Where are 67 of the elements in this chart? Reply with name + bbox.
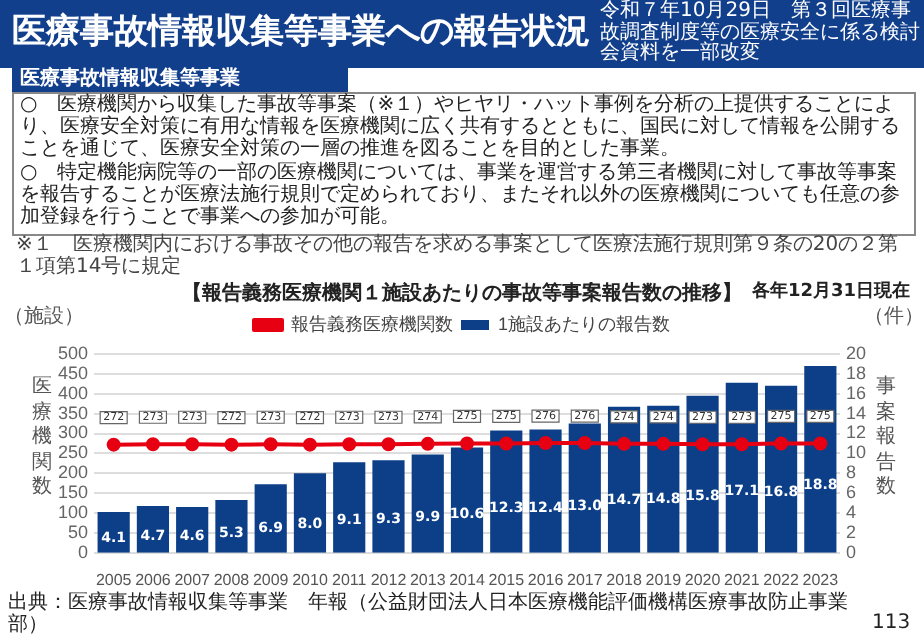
text: （件）	[864, 306, 924, 329]
x-tick-label: 2015	[488, 570, 526, 589]
x-tick-label: 2007	[174, 570, 212, 589]
source-note: 出典：医療事故情報収集等事業 年報（公益財団法人日本医療機能評価機構医療事故防止事業部）	[8, 592, 848, 636]
text: （施設）	[4, 306, 84, 329]
bar	[529, 429, 562, 553]
bar	[450, 447, 484, 553]
text: ○ 特定機能病院等の一部の医療機関については、事業を運営する第三者機関に対して事故等事案を報告することが医療法施行規則で定められており、またそれ以外の医療機関についても任意の参加登録を行うことで事業への参加が可能。	[20, 162, 902, 228]
y-tick-label: 0	[78, 541, 89, 562]
x-tick-label: 2009	[252, 570, 290, 589]
y2-tick-label: 0	[845, 541, 857, 562]
text: 医療事故情報収集等事業	[12, 68, 348, 91]
legend-label: 1施設あたりの報告数	[497, 313, 671, 334]
y-tick-label: 50	[68, 521, 89, 542]
legend-label: 報告義務医療機関数	[290, 313, 453, 334]
y2-tick-label: 8	[845, 462, 857, 483]
y-tick-label: 500	[57, 342, 89, 363]
x-tick-label: 2013	[409, 570, 447, 589]
y2-tick-label: 10	[845, 442, 867, 463]
bar	[215, 500, 248, 553]
x-tick-label: 2011	[332, 570, 368, 589]
y-tick-label: 150	[57, 482, 89, 503]
y-tick-label: 350	[57, 402, 89, 423]
x-tick-label: 2023	[802, 570, 840, 589]
x-tick-label: 2022	[763, 570, 800, 589]
bar	[293, 473, 327, 553]
y-tick-label: 450	[57, 362, 89, 383]
y2-tick-label: 12	[845, 422, 867, 443]
y2-tick-label: 14	[845, 402, 867, 423]
y2-tick-label: 18	[845, 362, 867, 383]
y-tick-label: 100	[57, 502, 89, 523]
text: 113	[872, 612, 913, 635]
bar	[490, 430, 523, 553]
y-tick-label: 200	[57, 462, 89, 483]
bar	[804, 365, 837, 553]
y-axis-title: 医療機関数	[32, 376, 54, 501]
text: ○ 医療機関から収集した事故等事案（※１）やヒヤリ・ハット事例を分析の上提供することにより、医療安全対策に有用な情報を医療機関に広く共有するとともに、国民に対して情報を公開することを通じて、医療安全対策の一層の推進を図ることを目的とした事業。	[20, 94, 902, 160]
x-tick-label: 2010	[292, 570, 329, 589]
x-tick-label: 2018	[606, 570, 643, 589]
y-tick-label: 250	[57, 442, 89, 463]
y2-axis-title: 事案報告数	[876, 376, 898, 501]
text: 各年12月31日現在	[752, 282, 913, 303]
x-tick-label: 2016	[527, 570, 565, 589]
bar	[333, 462, 366, 553]
text: ※１ 医療機関内における事故その他の報告を求める事案として医療法施行規則第９条の20の２第１項第14号に規定	[16, 234, 901, 278]
bar	[411, 454, 444, 553]
y2-tick-label: 6	[845, 482, 857, 503]
x-tick-label: 2008	[213, 570, 251, 589]
y2-tick-label: 16	[845, 382, 867, 403]
y-tick-label: 400	[57, 382, 89, 403]
x-tick-label: 2005	[95, 570, 133, 589]
y2-tick-label: 4	[845, 502, 857, 523]
x-tick-label: 2006	[135, 570, 172, 589]
y-tick-label: 300	[57, 422, 89, 443]
y2-tick-label: 2	[845, 521, 857, 542]
bar	[568, 423, 601, 553]
x-tick-label: 2014	[449, 570, 486, 589]
x-tick-label: 2021	[724, 570, 761, 589]
y2-tick-label: 20	[845, 342, 867, 363]
chart-title: 【報告義務医療機関１施設あたりの事故等事案報告数の推移】	[182, 281, 742, 306]
text: 医療事故情報収集等事業への報告状況	[12, 12, 592, 54]
bar	[254, 484, 287, 553]
x-tick-label: 2012	[370, 570, 408, 589]
x-tick-label: 2020	[684, 570, 722, 589]
x-tick-label: 2017	[566, 570, 604, 589]
x-tick-label: 2019	[645, 570, 683, 589]
bar	[372, 460, 405, 553]
